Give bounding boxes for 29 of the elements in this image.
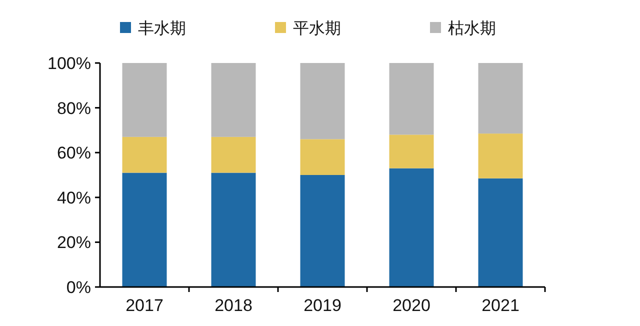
x-tick-label: 2020 <box>392 296 430 315</box>
y-tick-label: 60% <box>56 144 91 163</box>
x-tick-label: 2021 <box>482 296 520 315</box>
bar <box>300 139 345 175</box>
y-tick-label: 80% <box>56 98 91 118</box>
bar <box>478 134 523 178</box>
y-tick-label: 0% <box>66 278 91 297</box>
bar <box>122 63 167 137</box>
y-tick-label: 40% <box>56 188 91 208</box>
bar <box>389 134 434 168</box>
bar <box>478 178 523 287</box>
bar <box>389 168 434 287</box>
bar <box>300 63 345 140</box>
bar <box>122 136 167 173</box>
bar <box>211 172 256 287</box>
bar <box>211 63 256 137</box>
legend-label: 丰水期 <box>138 20 186 38</box>
bar <box>122 172 167 287</box>
x-tick-label: 2018 <box>214 296 252 315</box>
x-tick-label: 2017 <box>126 296 164 315</box>
legend-label: 枯水期 <box>448 20 496 38</box>
bar <box>389 63 434 135</box>
bar <box>211 136 256 173</box>
bar <box>300 175 345 287</box>
x-tick-label: 2019 <box>304 296 342 315</box>
bar <box>478 63 523 134</box>
y-tick-label: 100% <box>48 54 91 73</box>
legend-label: 平水期 <box>293 20 341 38</box>
y-tick-label: 20% <box>56 233 91 252</box>
